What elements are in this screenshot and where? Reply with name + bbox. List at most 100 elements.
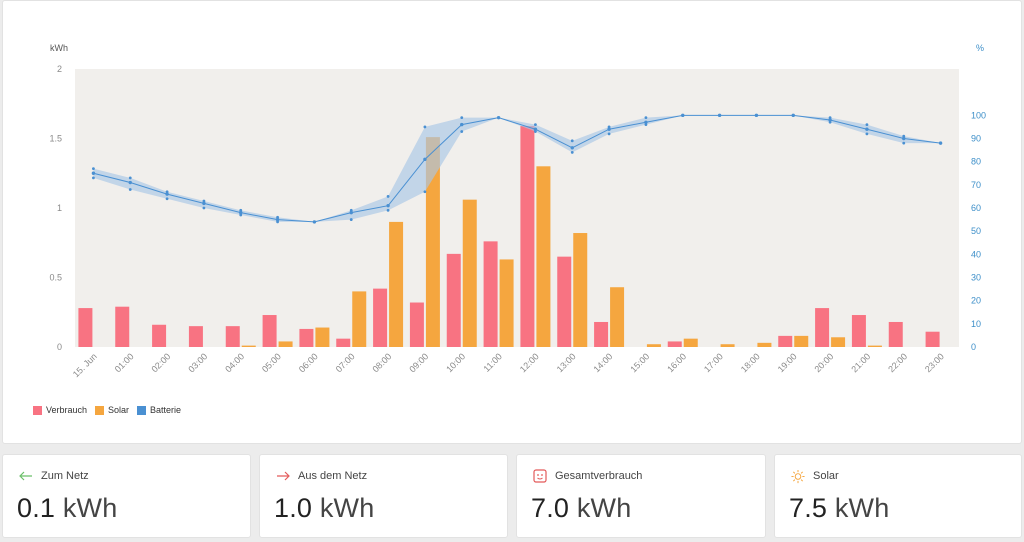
- stat-header: Gesamtverbrauch: [533, 469, 642, 483]
- bar-verbrauch: [152, 324, 167, 347]
- bar-verbrauch: [115, 306, 130, 347]
- x-tick-label: 15. Jun: [71, 351, 99, 379]
- x-tick-label: 05:00: [260, 351, 283, 374]
- battery-point: [938, 141, 943, 145]
- battery-max-point: [828, 116, 832, 120]
- bar-solar: [794, 335, 809, 347]
- stat-label-gesamtverbrauch: Gesamtverbrauch: [555, 470, 643, 482]
- bar-solar: [425, 137, 440, 347]
- x-tick-label: 22:00: [886, 351, 909, 374]
- battery-max-point: [276, 215, 279, 219]
- battery-min-point: [865, 132, 869, 136]
- arrow-left-icon: [19, 469, 33, 483]
- battery-line: [93, 114, 941, 223]
- battery-min-point: [349, 218, 353, 221]
- bar-solar: [720, 344, 735, 347]
- y2-tick-label: 60: [971, 203, 981, 213]
- bar-verbrauch: [925, 331, 940, 347]
- battery-point: [312, 220, 317, 224]
- battery-min-point: [423, 190, 427, 194]
- x-tick-label: 15:00: [628, 351, 651, 374]
- y-tick-label: 2: [57, 64, 62, 74]
- battery-max-point: [349, 208, 353, 212]
- bar-solar: [610, 287, 625, 347]
- legend-label-batterie: Batterie: [150, 405, 182, 415]
- battery-point: [496, 115, 501, 120]
- x-tick-label: 13:00: [555, 351, 578, 374]
- battery-min-point: [202, 206, 206, 210]
- y-axis-unit-label: kWh: [50, 43, 68, 53]
- bar-verbrauch: [667, 341, 682, 347]
- y2-tick-label: 30: [971, 273, 981, 283]
- y-tick-label: 1.5: [49, 134, 62, 144]
- bar-verbrauch: [409, 302, 424, 347]
- bar-verbrauch: [262, 315, 277, 347]
- y2-tick-label: 90: [971, 134, 981, 144]
- legend-item-solar[interactable]: Solar: [95, 405, 129, 415]
- bar-solar: [683, 338, 698, 347]
- stat-number: 1.0: [274, 493, 313, 523]
- bar-solar: [352, 291, 367, 347]
- bar-verbrauch: [888, 321, 903, 347]
- battery-min-point: [276, 220, 279, 224]
- y2-tick-label: 70: [971, 180, 981, 190]
- battery-point: [717, 113, 722, 118]
- stat-number: 0.1: [17, 493, 56, 523]
- battery-point: [275, 217, 280, 222]
- arrow-right-icon: [276, 469, 290, 483]
- battery-min-point: [607, 132, 611, 136]
- stat-label-zum-netz: Zum Netz: [41, 470, 89, 482]
- bar-verbrauch: [483, 241, 498, 347]
- battery-max-point: [386, 195, 390, 198]
- legend-swatch-batterie: [137, 405, 147, 415]
- battery-point: [460, 122, 464, 127]
- x-tick-label: 14:00: [591, 351, 614, 374]
- stat-number: 7.0: [531, 493, 570, 523]
- y-tick-label: 1: [57, 203, 62, 213]
- legend-swatch-verbrauch: [33, 405, 42, 415]
- chart-legend: Verbrauch Solar Batterie: [33, 405, 181, 415]
- stat-unit: kWh: [834, 493, 890, 523]
- battery-max-point: [865, 123, 869, 126]
- stat-header: Zum Netz: [19, 469, 89, 483]
- stat-card-zum-netz: Zum Netz 0.1 kWh: [2, 454, 251, 538]
- legend-item-verbrauch[interactable]: Verbrauch: [33, 405, 87, 415]
- x-tick-label: 07:00: [334, 351, 357, 374]
- stat-value-gesamtverbrauch: 7.0 kWh: [531, 493, 631, 524]
- y2-tick-label: 20: [971, 296, 981, 306]
- battery-min-point: [165, 197, 169, 201]
- battery-point: [239, 210, 243, 215]
- legend-swatch-solar: [95, 405, 105, 415]
- battery-min-point: [534, 130, 537, 133]
- bar-solar: [757, 342, 772, 347]
- bar-solar: [389, 221, 404, 347]
- battery-max-point: [534, 123, 537, 126]
- battery-min-point: [239, 213, 243, 217]
- bar-verbrauch: [373, 288, 388, 347]
- battery-point: [91, 171, 96, 175]
- battery-point: [902, 136, 906, 141]
- stat-card-aus-dem-netz: Aus dem Netz 1.0 kWh: [259, 454, 508, 538]
- x-tick-label: 11:00: [481, 351, 504, 374]
- stat-value-aus-dem-netz: 1.0 kWh: [274, 493, 374, 524]
- x-tick-label: 08:00: [370, 351, 393, 374]
- battery-min-point: [902, 141, 906, 145]
- stat-header: Solar: [791, 469, 839, 483]
- x-tick-label: 19:00: [776, 351, 799, 374]
- battery-point: [644, 120, 648, 124]
- bar-solar: [867, 345, 882, 347]
- bar-verbrauch: [851, 315, 866, 347]
- bar-verbrauch: [78, 308, 93, 347]
- battery-max-point: [239, 208, 243, 212]
- battery-max-point: [460, 116, 464, 120]
- legend-item-batterie[interactable]: Batterie: [137, 405, 181, 415]
- stat-unit: kWh: [62, 493, 118, 523]
- y2-tick-label: 100: [971, 110, 986, 120]
- x-tick-label: 04:00: [223, 351, 246, 374]
- x-tick-label: 20:00: [812, 351, 835, 374]
- x-tick-label: 16:00: [665, 351, 688, 374]
- x-tick-label: 01:00: [113, 351, 136, 374]
- battery-point: [865, 127, 869, 131]
- x-tick-label: 03:00: [186, 351, 209, 374]
- stat-value-zum-netz: 0.1 kWh: [17, 493, 117, 524]
